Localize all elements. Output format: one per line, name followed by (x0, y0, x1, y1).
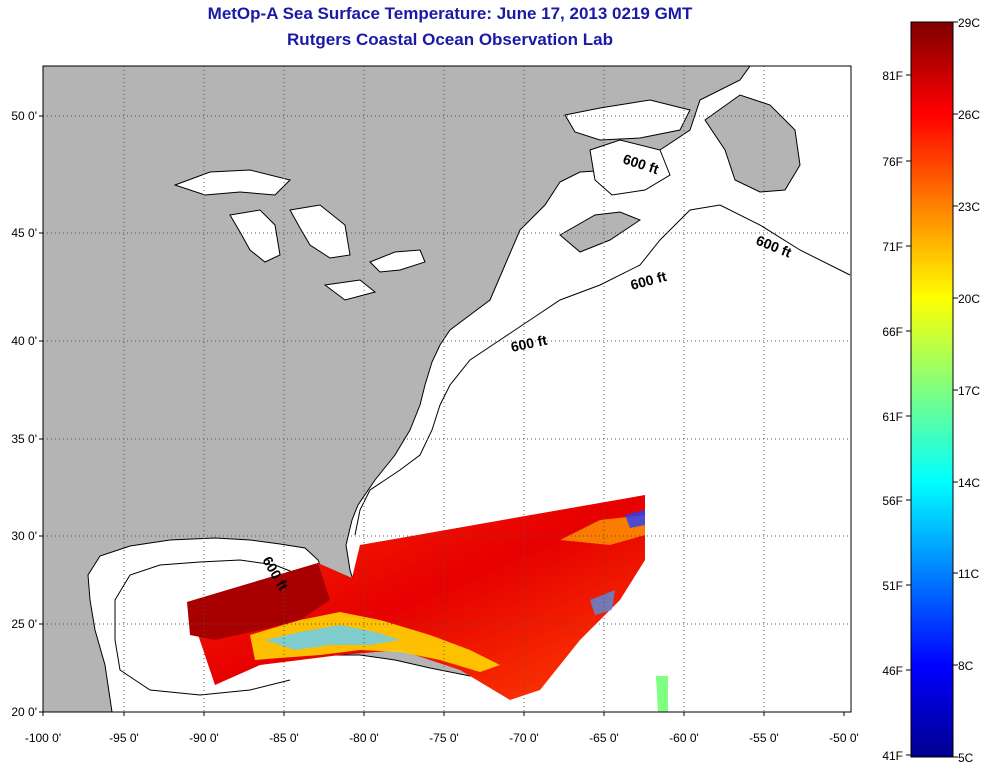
lon-tick-label: -95 0' (109, 731, 139, 745)
lon-tick-label: -55 0' (749, 731, 779, 745)
isobath-label: 600 ft (509, 332, 548, 355)
celsius-label: 14C (958, 476, 980, 490)
fahrenheit-label: 81F (882, 69, 903, 83)
colorbar-ticks: 29C 26C 23C 20C 17C 14C 11C 8C 5C 81F 76F 71F 66F 61F… (882, 16, 980, 765)
fahrenheit-label: 76F (882, 155, 903, 169)
lat-tick-label: 20 0' (11, 705, 37, 719)
lat-tick-label: 50 0' (11, 109, 37, 123)
graticule (43, 66, 851, 712)
land-nova-scotia (559, 211, 642, 253)
fahrenheit-label: 41F (882, 749, 903, 763)
lon-tick-label: -80 0' (349, 731, 379, 745)
fahrenheit-label: 51F (882, 579, 903, 593)
longitude-axis: -100 0' -95 0' -90 0' -85 0' -80 0' -75 0' -70… (25, 712, 859, 745)
celsius-label: 26C (958, 108, 980, 122)
sst-swath (187, 495, 668, 712)
fahrenheit-label: 46F (882, 664, 903, 678)
map-frame (42, 65, 852, 713)
lon-tick-label: -90 0' (189, 731, 219, 745)
celsius-label: 8C (958, 659, 974, 673)
lat-tick-label: 35 0' (11, 432, 37, 446)
lon-tick-label: -50 0' (829, 731, 859, 745)
lat-tick-label: 25 0' (11, 617, 37, 631)
fahrenheit-label: 71F (882, 240, 903, 254)
celsius-label: 5C (958, 751, 974, 765)
lon-tick-label: -75 0' (429, 731, 459, 745)
celsius-label: 23C (958, 200, 980, 214)
lon-tick-label: -85 0' (269, 731, 299, 745)
great-lakes (173, 99, 691, 301)
fahrenheit-label: 56F (882, 494, 903, 508)
fahrenheit-label: 66F (882, 325, 903, 339)
fahrenheit-label: 61F (882, 410, 903, 424)
lon-tick-label: -65 0' (589, 731, 619, 745)
gulf-of-st-lawrence (589, 139, 671, 196)
celsius-label: 11C (958, 567, 979, 581)
celsius-label: 17C (958, 384, 980, 398)
colorbar (910, 21, 954, 758)
celsius-label: 29C (958, 16, 980, 30)
land-newfoundland (704, 94, 801, 193)
lat-tick-label: 45 0' (11, 226, 37, 240)
lat-tick-label: 40 0' (11, 334, 37, 348)
map-title: MetOp-A Sea Surface Temperature: June 17… (207, 4, 693, 23)
celsius-label: 20C (958, 292, 980, 306)
lon-tick-label: -70 0' (509, 731, 539, 745)
lon-tick-label: -100 0' (25, 731, 61, 745)
lon-tick-label: -60 0' (669, 731, 699, 745)
map-subtitle: Rutgers Coastal Ocean Observation Lab (287, 30, 613, 49)
lat-tick-label: 30 0' (11, 529, 37, 543)
latitude-axis: 20 0' 25 0' 30 0' 35 0' 40 0' 45 0' 50 0' (11, 109, 43, 719)
